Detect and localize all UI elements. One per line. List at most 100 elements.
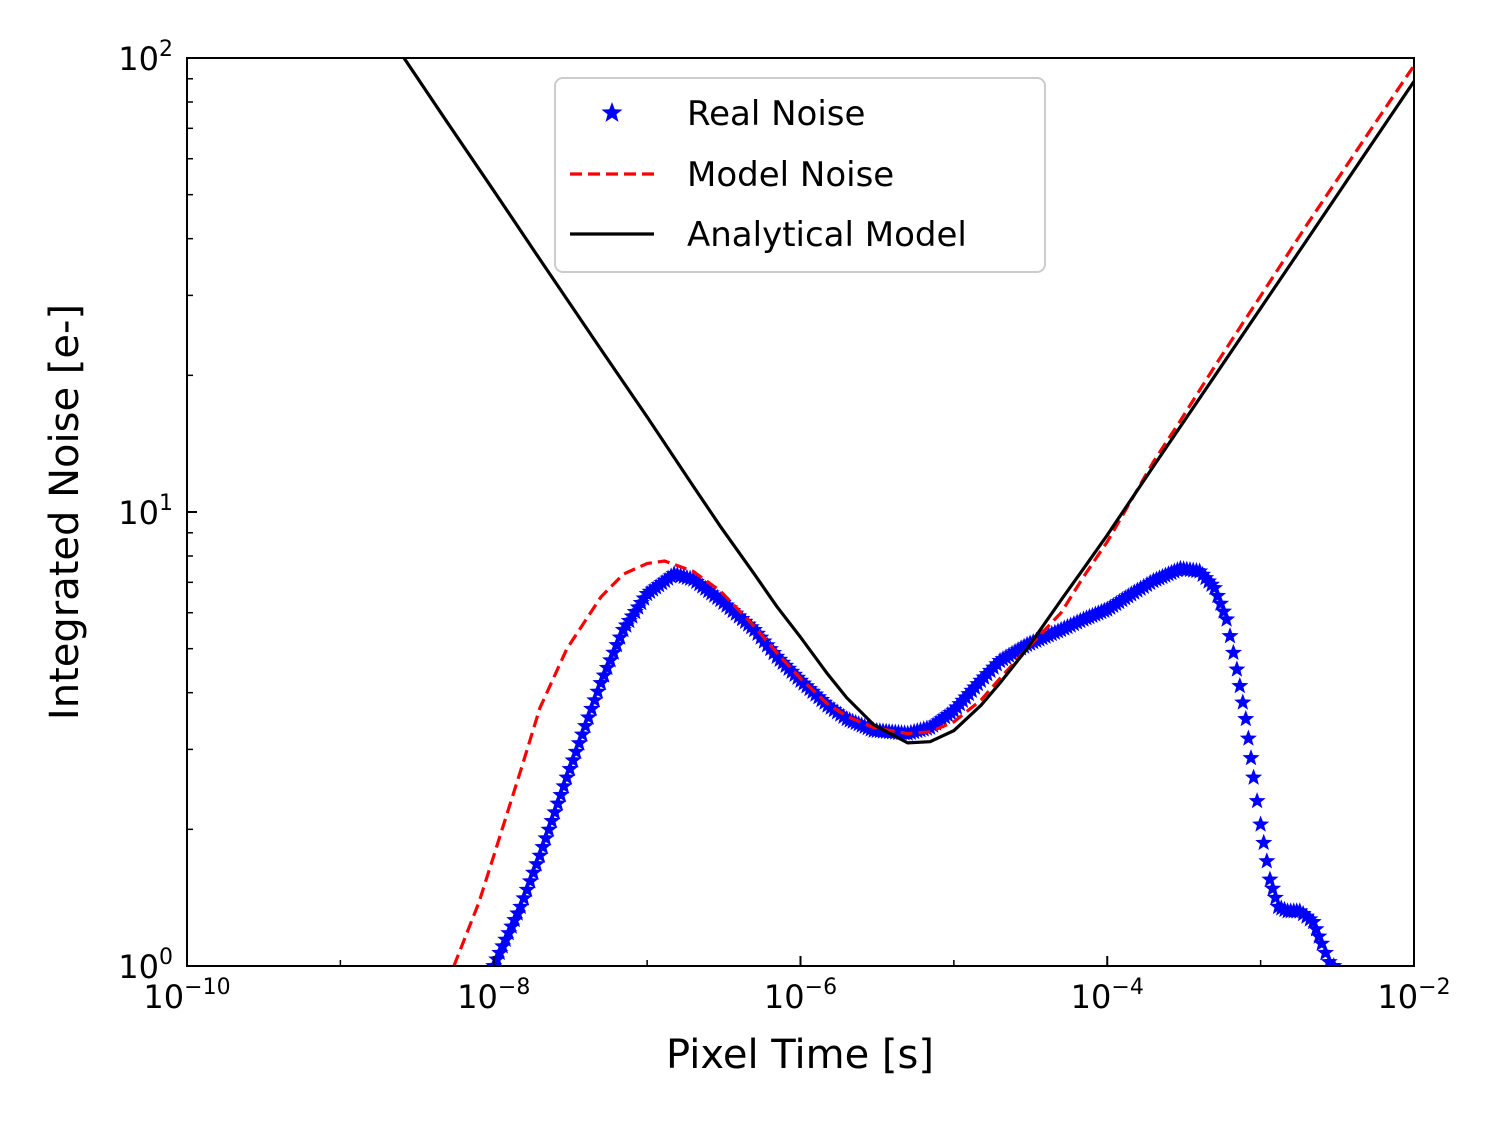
real-noise-point [1294, 904, 1312, 922]
real-noise-point [525, 863, 543, 880]
real-noise-point [774, 653, 792, 670]
legend-label-real-noise: Real Noise [687, 94, 865, 134]
real-noise-point [739, 615, 757, 632]
legend-marker-real-noise [601, 102, 623, 122]
real-noise-point [1194, 565, 1212, 582]
x-tick-label: 10−10 [143, 975, 230, 1016]
real-noise-point [1199, 572, 1218, 589]
real-noise-point [528, 855, 546, 872]
real-noise-point [1310, 927, 1328, 944]
real-noise-point [699, 581, 717, 599]
real-noise-point [598, 658, 616, 676]
real-noise-point [1242, 749, 1260, 766]
real-noise-point [1239, 729, 1257, 746]
real-noise-point [546, 803, 564, 820]
real-noise-point [1224, 643, 1242, 660]
real-noise-point [730, 607, 748, 624]
real-noise-point [1202, 575, 1220, 592]
real-noise-point [602, 651, 620, 668]
real-noise-point [1205, 579, 1223, 596]
real-noise-point [589, 682, 607, 699]
x-axis-label: Pixel Time [s] [666, 1032, 934, 1078]
real-noise-point [771, 650, 789, 667]
real-noise-point [570, 734, 588, 751]
real-noise-point [1221, 627, 1239, 644]
y-axis-label: Integrated Noise [e-] [42, 304, 88, 720]
y-tick-label: 102 [118, 37, 173, 78]
real-noise-point [749, 624, 767, 641]
real-noise-point [777, 656, 795, 673]
real-noise-point [1301, 910, 1319, 927]
real-noise-point [794, 674, 813, 691]
real-noise-point [1228, 660, 1246, 677]
real-noise-point [696, 579, 714, 596]
real-noise-point [605, 643, 623, 660]
real-noise-point [1316, 943, 1334, 961]
real-noise-point [564, 751, 582, 768]
real-noise-point [515, 889, 533, 906]
real-noise-point [783, 662, 801, 679]
real-noise-point [1191, 562, 1209, 579]
real-noise-point [742, 618, 760, 635]
real-noise-point [1215, 602, 1233, 619]
real-noise-point [755, 632, 773, 649]
real-noise-point [1218, 610, 1236, 627]
real-noise-point [717, 596, 735, 613]
real-noise-point [727, 604, 745, 621]
real-noise-point [558, 768, 576, 785]
real-noise-point [611, 628, 629, 645]
real-noise-point [708, 588, 726, 605]
real-noise-point [592, 674, 610, 691]
real-noise-point [809, 688, 828, 705]
real-noise-point [555, 777, 573, 794]
real-noise-point [552, 785, 570, 803]
real-noise-point [687, 572, 705, 590]
real-noise-point [1248, 792, 1266, 809]
real-noise-point [1297, 907, 1315, 924]
real-noise-point [1245, 768, 1263, 785]
real-noise-point [1252, 815, 1270, 832]
real-noise-point [765, 643, 783, 661]
real-noise-point [573, 725, 591, 742]
series-model-noise [452, 64, 1414, 966]
real-noise-point [693, 577, 711, 594]
legend-items [570, 102, 654, 236]
real-noise-point [1261, 870, 1279, 887]
real-noise-point [834, 707, 852, 724]
real-noise-point [595, 666, 613, 683]
real-noise-point [540, 820, 558, 837]
real-noise-point [745, 620, 763, 638]
real-noise-point [721, 599, 739, 616]
real-noise-point [1266, 888, 1284, 905]
real-noise-point [733, 610, 751, 627]
real-noise-point [684, 570, 702, 587]
real-noise-point [1234, 693, 1252, 710]
real-noise-point [1258, 852, 1276, 869]
x-tick-label: 10−8 [457, 975, 530, 1016]
real-noise-point [711, 591, 729, 608]
real-noise-point [586, 691, 604, 708]
real-noise-point [758, 636, 776, 653]
real-noise-point [768, 647, 786, 664]
real-noise-point [1304, 913, 1322, 930]
real-noise-point [736, 612, 754, 629]
legend-box [554, 77, 1046, 273]
real-noise-point [534, 838, 552, 855]
real-noise-point [724, 601, 742, 619]
series-layer [402, 58, 1414, 966]
x-tick-label: 10−4 [1071, 975, 1144, 1016]
real-noise-point [543, 812, 561, 829]
real-noise-point [714, 593, 732, 610]
y-tick-label: 100 [118, 945, 173, 986]
real-noise-point [822, 698, 840, 715]
real-noise-point [1313, 934, 1331, 951]
real-noise-point [1264, 879, 1282, 896]
real-noise-point [1231, 677, 1249, 694]
real-noise-point [1212, 594, 1230, 611]
real-noise-point [576, 717, 594, 734]
real-noise-point [1208, 586, 1227, 604]
x-tick-label: 10−6 [764, 975, 837, 1016]
real-noise-point [608, 636, 626, 653]
real-noise-point [702, 584, 720, 601]
